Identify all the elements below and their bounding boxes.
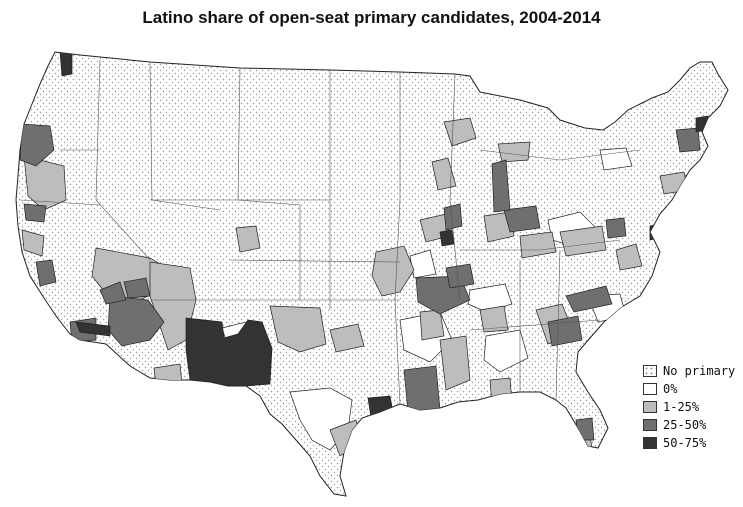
district-25-50pct xyxy=(491,159,511,213)
district-50-75pct xyxy=(75,321,111,337)
district-50-75pct xyxy=(649,223,661,241)
district-1-25pct xyxy=(431,157,457,191)
legend-item-low: 1-25% xyxy=(643,398,741,416)
state-borders xyxy=(19,59,641,405)
legend-swatch-dark xyxy=(643,437,657,449)
legend-label: 1-25% xyxy=(663,400,700,414)
district-50-75pct xyxy=(695,115,709,133)
district-1-25pct xyxy=(235,225,261,253)
district-50-75pct xyxy=(59,52,73,77)
district-1-25pct xyxy=(519,231,557,259)
district-25-50pct xyxy=(575,417,595,441)
district-1-25pct xyxy=(419,309,445,341)
district-50-75pct xyxy=(367,395,395,425)
legend-item-high: 50-75% xyxy=(643,434,741,452)
district-50-75pct xyxy=(439,229,455,247)
district-25-50pct xyxy=(123,277,151,299)
district-25-50pct xyxy=(503,205,541,233)
district-0pct xyxy=(483,329,529,373)
district-25-50pct xyxy=(403,365,441,413)
district-1-25pct xyxy=(659,171,689,195)
legend-item-zero: 0% xyxy=(643,380,741,398)
district-1-25pct xyxy=(23,155,67,211)
district-25-50pct xyxy=(443,203,463,231)
district-0pct xyxy=(599,147,633,171)
legend-item-mid: 25-50% xyxy=(643,416,741,434)
district-1-25pct xyxy=(329,323,365,353)
legend-swatch-mid-grey xyxy=(643,419,657,431)
district-1-25pct xyxy=(439,335,471,391)
district-1-25pct xyxy=(559,225,607,257)
district-1-25pct xyxy=(489,377,513,407)
legend-swatch-dots xyxy=(643,365,657,377)
district-25-50pct xyxy=(35,259,57,287)
map-title: Latino share of open-seat primary candid… xyxy=(142,8,601,27)
district-25-50pct xyxy=(675,127,701,153)
district-25-50pct xyxy=(445,263,475,289)
district-25-50pct xyxy=(99,281,127,305)
district-1-25pct xyxy=(21,229,45,257)
legend-swatch-light-grey xyxy=(643,401,657,413)
district-1-25pct xyxy=(497,141,531,163)
district-25-50pct xyxy=(565,285,613,313)
district-1-25pct xyxy=(479,305,509,333)
legend-label: 0% xyxy=(663,382,678,396)
legend-label: 50-75% xyxy=(663,436,707,450)
district-25-50pct xyxy=(19,123,55,167)
legend: No primary 0% 1-25% 25-50% 50-75% xyxy=(643,362,741,452)
district-1-25pct xyxy=(153,363,183,387)
district-1-25pct xyxy=(615,243,643,271)
legend-label: 25-50% xyxy=(663,418,707,432)
legend-item-no-primary: No primary xyxy=(643,362,741,380)
district-1-25pct xyxy=(269,305,327,353)
district-1-25pct xyxy=(443,117,477,147)
legend-swatch-white xyxy=(643,383,657,395)
district-25-50pct xyxy=(23,203,47,223)
legend-label: No primary xyxy=(663,364,736,378)
district-25-50pct xyxy=(605,217,627,239)
district-1-25pct xyxy=(371,245,415,297)
